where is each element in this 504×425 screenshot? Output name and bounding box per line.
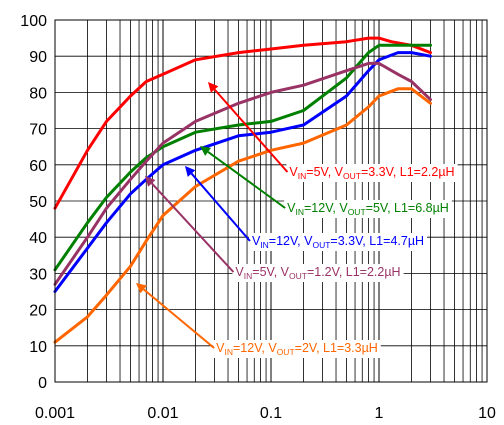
label-subscript: IN xyxy=(260,240,269,250)
label-arrow xyxy=(190,172,251,242)
label-subscript: OUT xyxy=(343,171,361,181)
label-subscript: OUT xyxy=(277,347,295,357)
y-tick-label: 50 xyxy=(29,194,47,211)
label-part: =12V, V xyxy=(233,341,277,355)
x-tick-label: 0.1 xyxy=(260,405,282,422)
label-part: =5V, V xyxy=(306,165,343,179)
y-tick-label: 70 xyxy=(29,122,47,139)
y-tick-label: 20 xyxy=(29,303,47,320)
label-part: =12V, V xyxy=(269,234,313,248)
y-tick-labels: 0 10 20 30 40 50 60 70 80 90 100 xyxy=(20,13,47,392)
series-line-1 xyxy=(53,36,432,210)
label-part: =12V, V xyxy=(304,201,348,215)
series-line-5 xyxy=(53,87,432,344)
label-arrow xyxy=(143,288,215,349)
y-tick-label: 60 xyxy=(29,158,47,175)
label-part: V xyxy=(252,234,261,248)
label-part: =5V, V xyxy=(252,265,289,279)
label-background xyxy=(248,233,428,251)
series-label-text: VIN=12V, VOUT=2V, L1=3.3µH xyxy=(216,341,378,357)
label-arrowhead xyxy=(145,176,156,187)
label-part: V xyxy=(287,201,296,215)
label-subscript: IN xyxy=(296,207,305,217)
y-tick-label: 90 xyxy=(29,49,47,66)
series-label-text: VIN=12V, VOUT=3.3V, L1=4.7µH xyxy=(252,234,424,250)
x-tick-label: 1 xyxy=(375,405,384,422)
label-arrowhead xyxy=(200,146,212,156)
x-tick-label: 0.01 xyxy=(147,405,178,422)
label-background xyxy=(213,340,381,358)
label-arrowhead xyxy=(208,82,219,93)
x-tick-label: 0.001 xyxy=(35,405,75,422)
label-part: =3.3V, L1=4.7µH xyxy=(330,234,424,248)
label-arrow xyxy=(207,151,286,209)
y-tick-label: 100 xyxy=(20,13,47,30)
series-label-4: VIN=5V, VOUT=1.2V, L1=2.2µH xyxy=(145,176,404,282)
plot-frame xyxy=(54,19,488,383)
label-arrow xyxy=(213,88,289,173)
y-tick-label: 10 xyxy=(29,339,47,356)
label-subscript: IN xyxy=(225,347,234,357)
label-part: V xyxy=(216,341,225,355)
y-tick-label: 80 xyxy=(29,85,47,102)
label-part: =5V, L1=6.8µH xyxy=(366,201,449,215)
label-subscript: OUT xyxy=(312,240,330,250)
x-tick-label: 10 xyxy=(478,405,496,422)
label-background xyxy=(284,200,452,218)
label-subscript: OUT xyxy=(348,207,366,217)
y-tick-label: 30 xyxy=(29,266,47,283)
label-subscript: IN xyxy=(298,171,307,181)
series-label-3: VIN=12V, VOUT=3.3V, L1=4.7µH xyxy=(185,166,428,251)
label-part: =1.2V, L1=2.2µH xyxy=(307,265,401,279)
series-label-5: VIN=12V, VOUT=2V, L1=3.3µH xyxy=(136,283,381,358)
x-tick-labels: 0.001 0.01 0.1 1 10 xyxy=(35,405,496,422)
series-label-text: VIN=12V, VOUT=5V, L1=6.8µH xyxy=(287,201,449,217)
series-line-2 xyxy=(53,43,432,272)
series-label-2: VIN=12V, VOUT=5V, L1=6.8µH xyxy=(200,146,452,218)
label-part: =2V, L1=3.3µH xyxy=(295,341,378,355)
y-tick-label: 40 xyxy=(29,230,47,247)
label-background xyxy=(232,264,404,282)
label-subscript: OUT xyxy=(289,271,307,281)
label-background xyxy=(286,164,458,182)
series-label-text: VIN=5V, VOUT=3.3V, L1=2.2µH xyxy=(289,165,454,181)
label-arrowhead xyxy=(185,166,196,177)
label-part: =3.3V, L1=2.2µH xyxy=(361,165,455,179)
series-label-text: VIN=5V, VOUT=1.2V, L1=2.2µH xyxy=(235,265,400,281)
label-arrowhead xyxy=(136,283,147,294)
label-part: V xyxy=(289,165,298,179)
y-tick-label: 0 xyxy=(38,375,47,392)
label-arrow xyxy=(151,182,235,273)
label-subscript: IN xyxy=(244,271,253,281)
series-line-4 xyxy=(53,61,432,286)
series-label-1: VIN=5V, VOUT=3.3V, L1=2.2µH xyxy=(208,82,458,182)
label-part: V xyxy=(235,265,244,279)
